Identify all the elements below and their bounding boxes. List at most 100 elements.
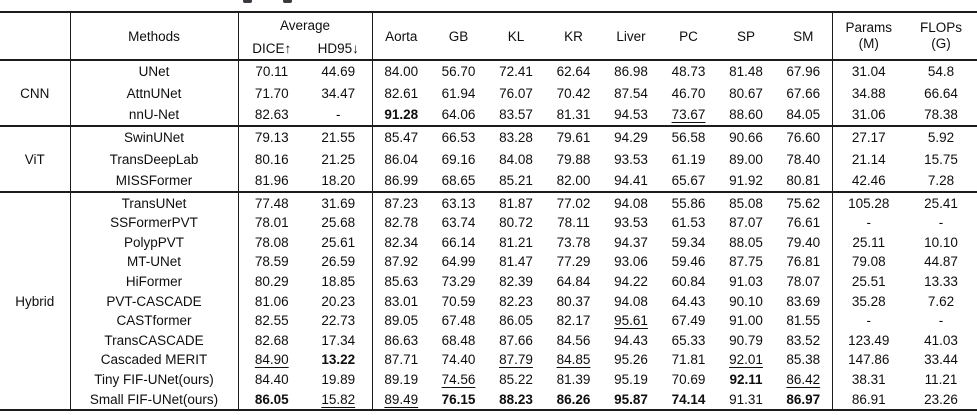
value-cell: 70.11 <box>237 60 305 83</box>
col-header-gb: GB <box>430 11 488 61</box>
value-cell: 86.99 <box>371 169 431 193</box>
value-cell: 70.69 <box>671 371 706 387</box>
value-cell: 86.97 <box>786 391 821 407</box>
value-cell: 44.69 <box>321 64 356 80</box>
value-cell: 87.23 <box>371 191 431 213</box>
table-row: ViT SwinUNet 79.13 21.55 85.47 66.53 83.28 79.6… <box>0 125 977 193</box>
value-cell: 71.70 <box>237 82 305 104</box>
col-header-aorta: Aorta <box>371 11 431 61</box>
method-cell: CASTformer <box>69 310 238 331</box>
value-cell: 86.98 <box>614 64 648 80</box>
value-cell: 22.73 <box>321 313 356 329</box>
table-row: MT-UNet 78.59 26.59 87.92 64.99 81.47 77.29 93.… <box>0 252 977 272</box>
value-cell: 84.08 <box>499 151 533 167</box>
value-cell: 83.28 <box>487 125 546 149</box>
value-cell: 86.26 <box>556 391 591 407</box>
value-cell: 83.57 <box>499 106 533 122</box>
value-cell: 31.04 <box>831 60 906 83</box>
value-cell: 87.75 <box>729 254 763 270</box>
value-cell: - <box>831 310 906 331</box>
value-cell: 79.88 <box>556 151 591 167</box>
value-cell: - <box>938 215 944 231</box>
value-cell: 79.08 <box>831 252 906 272</box>
value-cell: 92.11 <box>729 371 763 387</box>
value-cell: 66.14 <box>441 234 476 250</box>
value-cell: 81.39 <box>556 371 591 387</box>
method-cell: nnU-Net <box>69 103 238 127</box>
col-header-params: Params (M) <box>831 11 906 61</box>
value-cell: 147.86 <box>831 350 906 370</box>
method-cell: TransDeepLab <box>69 148 238 170</box>
table-row: TransDeepLab 80.16 21.25 86.04 69.16 84.08 79.… <box>0 148 977 170</box>
table-row: Small FIF-UNet(ours) 86.05 15.82 89.49 76.15… <box>0 389 977 410</box>
value-cell: 82.23 <box>499 293 533 309</box>
value-cell: 85.21 <box>499 173 533 189</box>
value-cell: 64.06 <box>441 106 476 122</box>
table-row: TransCASCADE 82.68 17.34 86.63 68.48 87.66 84.… <box>0 330 977 351</box>
value-cell: 66.53 <box>430 125 488 149</box>
value-cell: 87.54 <box>614 85 648 101</box>
method-cell: TransUNet <box>69 191 238 213</box>
value-cell: 86.05 <box>237 389 305 410</box>
value-cell: 64.43 <box>671 293 706 309</box>
value-cell: 81.31 <box>556 106 591 122</box>
value-cell: 46.70 <box>671 85 706 101</box>
value-cell: 94.22 <box>614 274 648 290</box>
value-cell: 79.40 <box>786 234 821 250</box>
group-label: CNN <box>20 85 50 101</box>
value-cell: 94.41 <box>614 173 648 189</box>
table-row: SSFormerPVT 78.01 25.68 82.78 63.74 80.72 78.1… <box>0 212 977 233</box>
value-cell: 61.19 <box>671 151 706 167</box>
value-cell: 42.46 <box>831 169 906 193</box>
caption-text-remnant <box>243 0 252 3</box>
value-cell: 59.34 <box>671 234 706 250</box>
value-cell: 76.07 <box>499 85 533 101</box>
value-cell: 66.64 <box>924 85 958 101</box>
value-cell: 56.58 <box>660 125 718 149</box>
value-cell: 78.01 <box>237 212 305 233</box>
value-cell: 68.48 <box>441 332 476 348</box>
value-cell: 21.55 <box>305 125 373 149</box>
value-cell: 94.37 <box>614 234 648 250</box>
value-cell: 76.81 <box>786 254 821 270</box>
value-cell: 89.19 <box>371 369 431 390</box>
value-cell: 33.44 <box>924 352 958 368</box>
method-cell: MISSFormer <box>69 169 238 193</box>
value-cell: 94.08 <box>602 191 661 213</box>
table-row: MISSFormer 81.96 18.20 86.99 68.65 85.21 82.00… <box>0 169 977 193</box>
table-row: PolypPVT 78.08 25.61 82.34 66.14 81.21 73.78 94… <box>0 232 977 253</box>
value-cell: 21.25 <box>321 151 356 167</box>
value-cell: 87.79 <box>499 352 533 368</box>
value-cell: 78.08 <box>237 232 305 253</box>
value-cell: 87.71 <box>371 350 431 370</box>
value-cell: 80.72 <box>499 215 533 231</box>
value-cell: 59.46 <box>671 254 706 270</box>
value-cell: 85.47 <box>371 125 431 149</box>
value-cell: 73.67 <box>671 106 706 122</box>
col-header-average: Average <box>237 11 373 37</box>
value-cell: 63.13 <box>430 191 488 213</box>
value-cell: 81.96 <box>237 169 305 193</box>
value-cell: 94.29 <box>602 125 661 149</box>
value-cell: 80.16 <box>237 148 305 170</box>
value-cell: 67.48 <box>441 313 476 329</box>
value-cell: 82.00 <box>556 173 591 189</box>
value-cell: 20.23 <box>321 293 356 309</box>
value-cell: 31.06 <box>831 103 906 127</box>
value-cell: 88.23 <box>499 391 533 407</box>
table-row: HiFormer 80.29 18.85 85.63 73.29 82.39 64.84 94… <box>0 271 977 292</box>
value-cell: 73.78 <box>556 234 591 250</box>
value-cell: 93.06 <box>614 254 648 270</box>
table-row: CASTformer 82.55 22.73 89.05 67.48 86.05 82.17… <box>0 310 977 331</box>
method-cell: MT-UNet <box>69 252 238 272</box>
value-cell: 105.28 <box>831 191 906 213</box>
value-cell: 95.61 <box>614 313 648 329</box>
value-cell: 80.37 <box>556 293 591 309</box>
value-cell: 70.59 <box>441 293 476 309</box>
value-cell: 80.29 <box>237 271 305 292</box>
value-cell: 81.48 <box>729 64 763 80</box>
value-cell: 81.06 <box>237 291 305 311</box>
value-cell: 69.16 <box>441 151 476 167</box>
col-header-kl: KL <box>487 11 546 61</box>
method-cell: PVT-CASCADE <box>69 291 238 311</box>
